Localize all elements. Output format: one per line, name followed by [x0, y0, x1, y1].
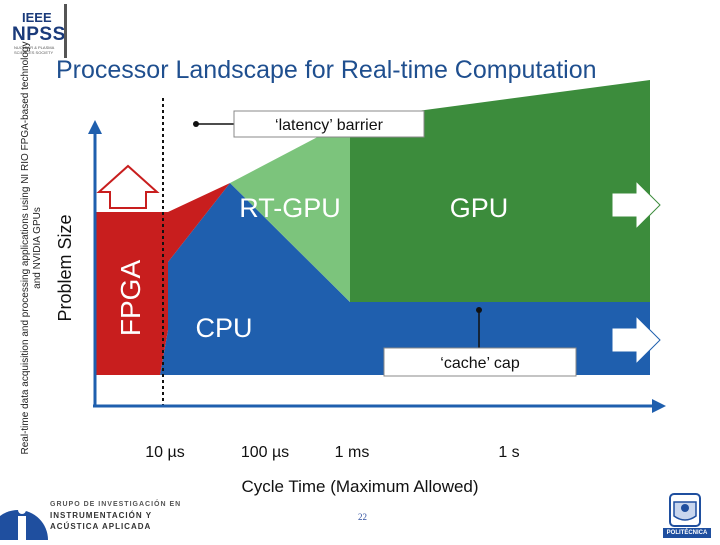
research-group-line2: INSTRUMENTACIÓN Y	[50, 511, 153, 520]
x-axis-arrowhead	[652, 399, 666, 413]
cache-cap-label: ‘cache’ cap	[440, 355, 520, 372]
x-axis-label: Cycle Time (Maximum Allowed)	[241, 477, 478, 496]
npss-logo-text: NPSS	[12, 24, 66, 45]
research-group-line1: GRUPO DE INVESTIGACIÓN EN	[50, 501, 182, 508]
university-crest-icon	[669, 493, 701, 527]
logo-divider	[64, 4, 67, 58]
x-tick-label: 1 ms	[335, 444, 370, 461]
x-tick-label: 1 s	[498, 444, 519, 461]
latency-barrier-label: ‘latency’ barrier	[275, 117, 384, 134]
y-axis-arrowhead	[88, 120, 102, 134]
ieee-logo-text: IEEE	[22, 10, 52, 25]
npss-tagline: NUCLEAR & PLASMA SCIENCES SOCIETY	[14, 45, 55, 55]
university-label: POLITÉCNICA	[663, 528, 711, 538]
cpu-region	[160, 183, 650, 375]
cache-cap-box	[383, 347, 577, 377]
rt-gpu-region	[230, 120, 350, 302]
gpu-right-arrow-icon	[611, 179, 661, 231]
x-tick-label: 100 µs	[241, 444, 289, 461]
research-group-line3: ACÚSTICA APLICADA	[50, 522, 152, 531]
rt-gpu-label: RT-GPU	[239, 193, 341, 223]
cpu-right-arrow-icon	[611, 314, 661, 366]
ieee-npss-logo: IEEE NPSS NUCLEAR & PLASMA SCIENCES SOCI…	[2, 2, 67, 62]
cpu-label: CPU	[195, 313, 252, 343]
gpu-region	[350, 80, 650, 302]
y-axis-label: Problem Size	[55, 214, 75, 321]
fpga-label: FPGA	[115, 260, 146, 337]
ia-logo-icon	[0, 506, 48, 545]
slide-title: Processor Landscape for Real-time Comput…	[56, 56, 597, 84]
up-arrow-icon	[96, 164, 160, 209]
latency-barrier-box	[233, 110, 425, 138]
research-group-logo	[0, 496, 48, 545]
page-number: 22	[358, 512, 367, 522]
x-tick-label: 10 µs	[145, 444, 184, 461]
gpu-label: GPU	[450, 193, 509, 223]
